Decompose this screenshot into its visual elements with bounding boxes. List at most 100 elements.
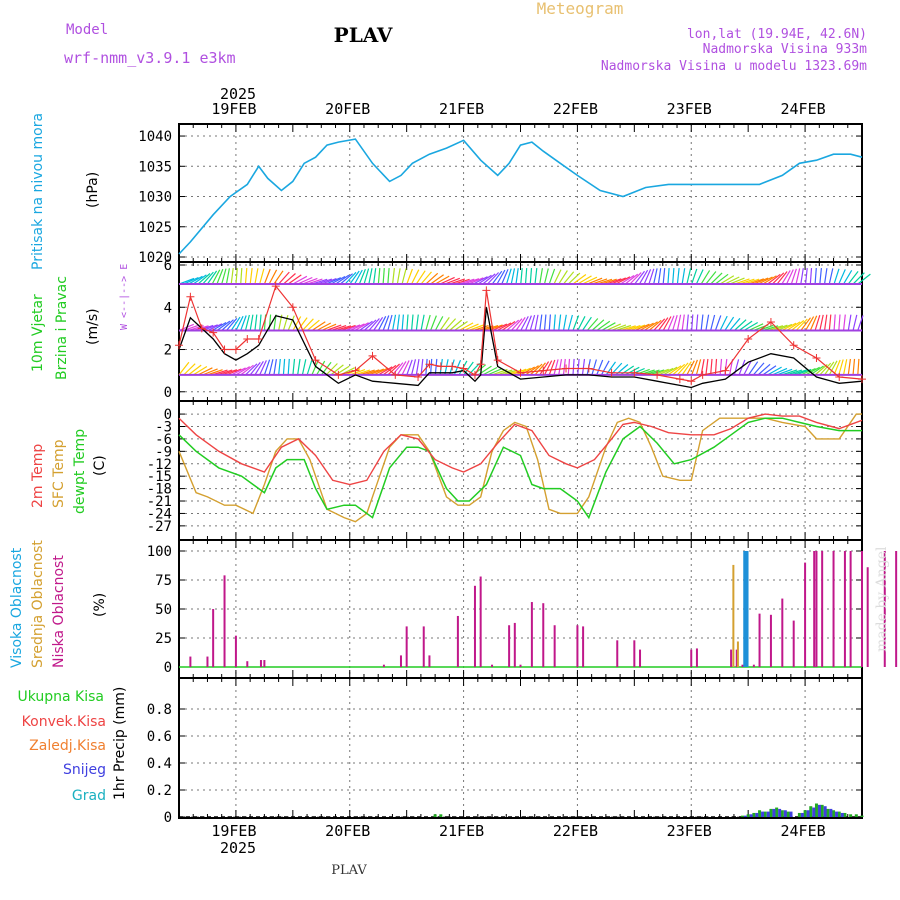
wind-barb bbox=[800, 317, 811, 331]
ytick-label: 0.8 bbox=[147, 702, 172, 718]
wind-barb bbox=[387, 314, 393, 331]
cloud-bar bbox=[405, 626, 408, 667]
wind-barb bbox=[681, 314, 685, 331]
wind-barb bbox=[245, 363, 258, 376]
wind-barb bbox=[847, 358, 851, 375]
wind-barb bbox=[515, 317, 526, 331]
wind-barb bbox=[482, 366, 498, 376]
wind-barb bbox=[515, 268, 519, 285]
wind-barb bbox=[610, 277, 627, 285]
wind-barb bbox=[268, 359, 274, 376]
wind-barb bbox=[733, 319, 747, 331]
wind-barb bbox=[506, 319, 520, 331]
gust-marker bbox=[607, 368, 616, 377]
model-elevation: Nadmorska Visina u modelu 1323.69m bbox=[601, 59, 867, 74]
cloud-bar bbox=[866, 567, 869, 667]
wind-barb bbox=[686, 268, 692, 285]
wind-barb bbox=[814, 268, 817, 285]
cloud-bar bbox=[732, 564, 735, 667]
credit-watermark: made by Angel bbox=[874, 546, 890, 652]
bottom-day-labels: 19FEB 20FEB 21FEB 22FEB 23FEB 24FEB bbox=[211, 822, 825, 840]
wind-barb bbox=[520, 316, 529, 331]
wind-barb bbox=[710, 314, 716, 331]
wind-barb bbox=[358, 268, 366, 285]
wind-barb bbox=[643, 269, 652, 285]
wind-barb bbox=[563, 271, 575, 285]
cloud-bar bbox=[769, 614, 772, 667]
wind-speed-line bbox=[178, 307, 863, 389]
wind-barb bbox=[510, 318, 523, 331]
wind-barb bbox=[620, 274, 635, 285]
wind-barb bbox=[273, 359, 277, 375]
cloud-bar bbox=[223, 575, 226, 667]
precip-bar bbox=[786, 811, 790, 817]
top-day-label: 23FEB bbox=[667, 100, 712, 118]
cloud-bar bbox=[513, 622, 516, 667]
wind-barb bbox=[301, 318, 314, 331]
wind-barb bbox=[771, 272, 785, 285]
wind-barb bbox=[226, 317, 238, 331]
ytick-label: 1040 bbox=[138, 129, 172, 145]
wind-barb bbox=[752, 362, 765, 376]
wind-barb bbox=[496, 269, 506, 285]
precip-bar bbox=[769, 808, 773, 817]
wind-barb bbox=[710, 272, 723, 285]
wind-barb bbox=[804, 268, 808, 285]
precip-bar bbox=[817, 804, 821, 817]
wind-barb bbox=[197, 367, 213, 376]
wind-barb bbox=[676, 362, 689, 376]
wind-barb bbox=[743, 321, 759, 332]
wind-barb bbox=[259, 268, 265, 285]
precip-bar bbox=[829, 808, 833, 817]
wind-barb bbox=[387, 363, 401, 376]
wind-barb bbox=[648, 319, 662, 331]
sfc-temp-line bbox=[178, 413, 862, 523]
wind-barb bbox=[325, 363, 338, 376]
wind-barb bbox=[838, 269, 846, 285]
wind-barb bbox=[600, 360, 610, 376]
gust-marker bbox=[197, 324, 206, 333]
wind-barb bbox=[809, 315, 818, 331]
top-day-label: 24FEB bbox=[781, 100, 826, 118]
wind-barb bbox=[240, 315, 247, 331]
wind-barb bbox=[378, 366, 393, 376]
wind-barb bbox=[197, 273, 211, 285]
wind-barb bbox=[434, 316, 444, 331]
wind-barb bbox=[790, 320, 805, 331]
ytick-label: 0 bbox=[164, 810, 172, 826]
cloud-bar bbox=[736, 641, 739, 667]
wind-barb bbox=[567, 314, 573, 331]
bottom-day-label: 19FEB bbox=[211, 822, 256, 840]
wind-barb bbox=[591, 359, 597, 376]
ytick-label: -27 bbox=[147, 519, 172, 535]
wind-barb bbox=[558, 270, 568, 285]
wind-barb bbox=[316, 360, 326, 376]
wind-barb bbox=[762, 365, 777, 376]
panel-pressure: 1020 1025 1030 1035 1040 bbox=[138, 123, 863, 266]
ytick-label: 2 bbox=[164, 343, 172, 359]
wind-barb bbox=[396, 268, 401, 285]
wind-barb bbox=[648, 268, 655, 285]
wind-barb bbox=[539, 361, 550, 376]
gust-marker bbox=[243, 334, 252, 343]
ytick-label: 0 bbox=[164, 407, 172, 423]
precip-bar bbox=[743, 815, 747, 817]
wind-barb bbox=[586, 318, 599, 331]
wind-barb bbox=[634, 270, 645, 285]
wind-barb bbox=[487, 272, 500, 285]
wind-barb bbox=[714, 315, 722, 331]
cloud-bar bbox=[553, 625, 556, 667]
wind-barb bbox=[510, 268, 516, 285]
gust-marker bbox=[209, 328, 218, 337]
wind-barb bbox=[420, 314, 425, 331]
legend-snow: Snijeg bbox=[63, 762, 106, 778]
wind-barb bbox=[425, 314, 431, 331]
wind-barb bbox=[439, 317, 450, 331]
wind-barb bbox=[411, 359, 417, 376]
wind-barb bbox=[297, 276, 313, 285]
wind-barb bbox=[572, 358, 575, 375]
wind-barb bbox=[524, 315, 532, 331]
wind-barb bbox=[601, 322, 616, 332]
temp2m-label: 2m Temp bbox=[30, 444, 46, 508]
wind-barb bbox=[244, 314, 250, 331]
